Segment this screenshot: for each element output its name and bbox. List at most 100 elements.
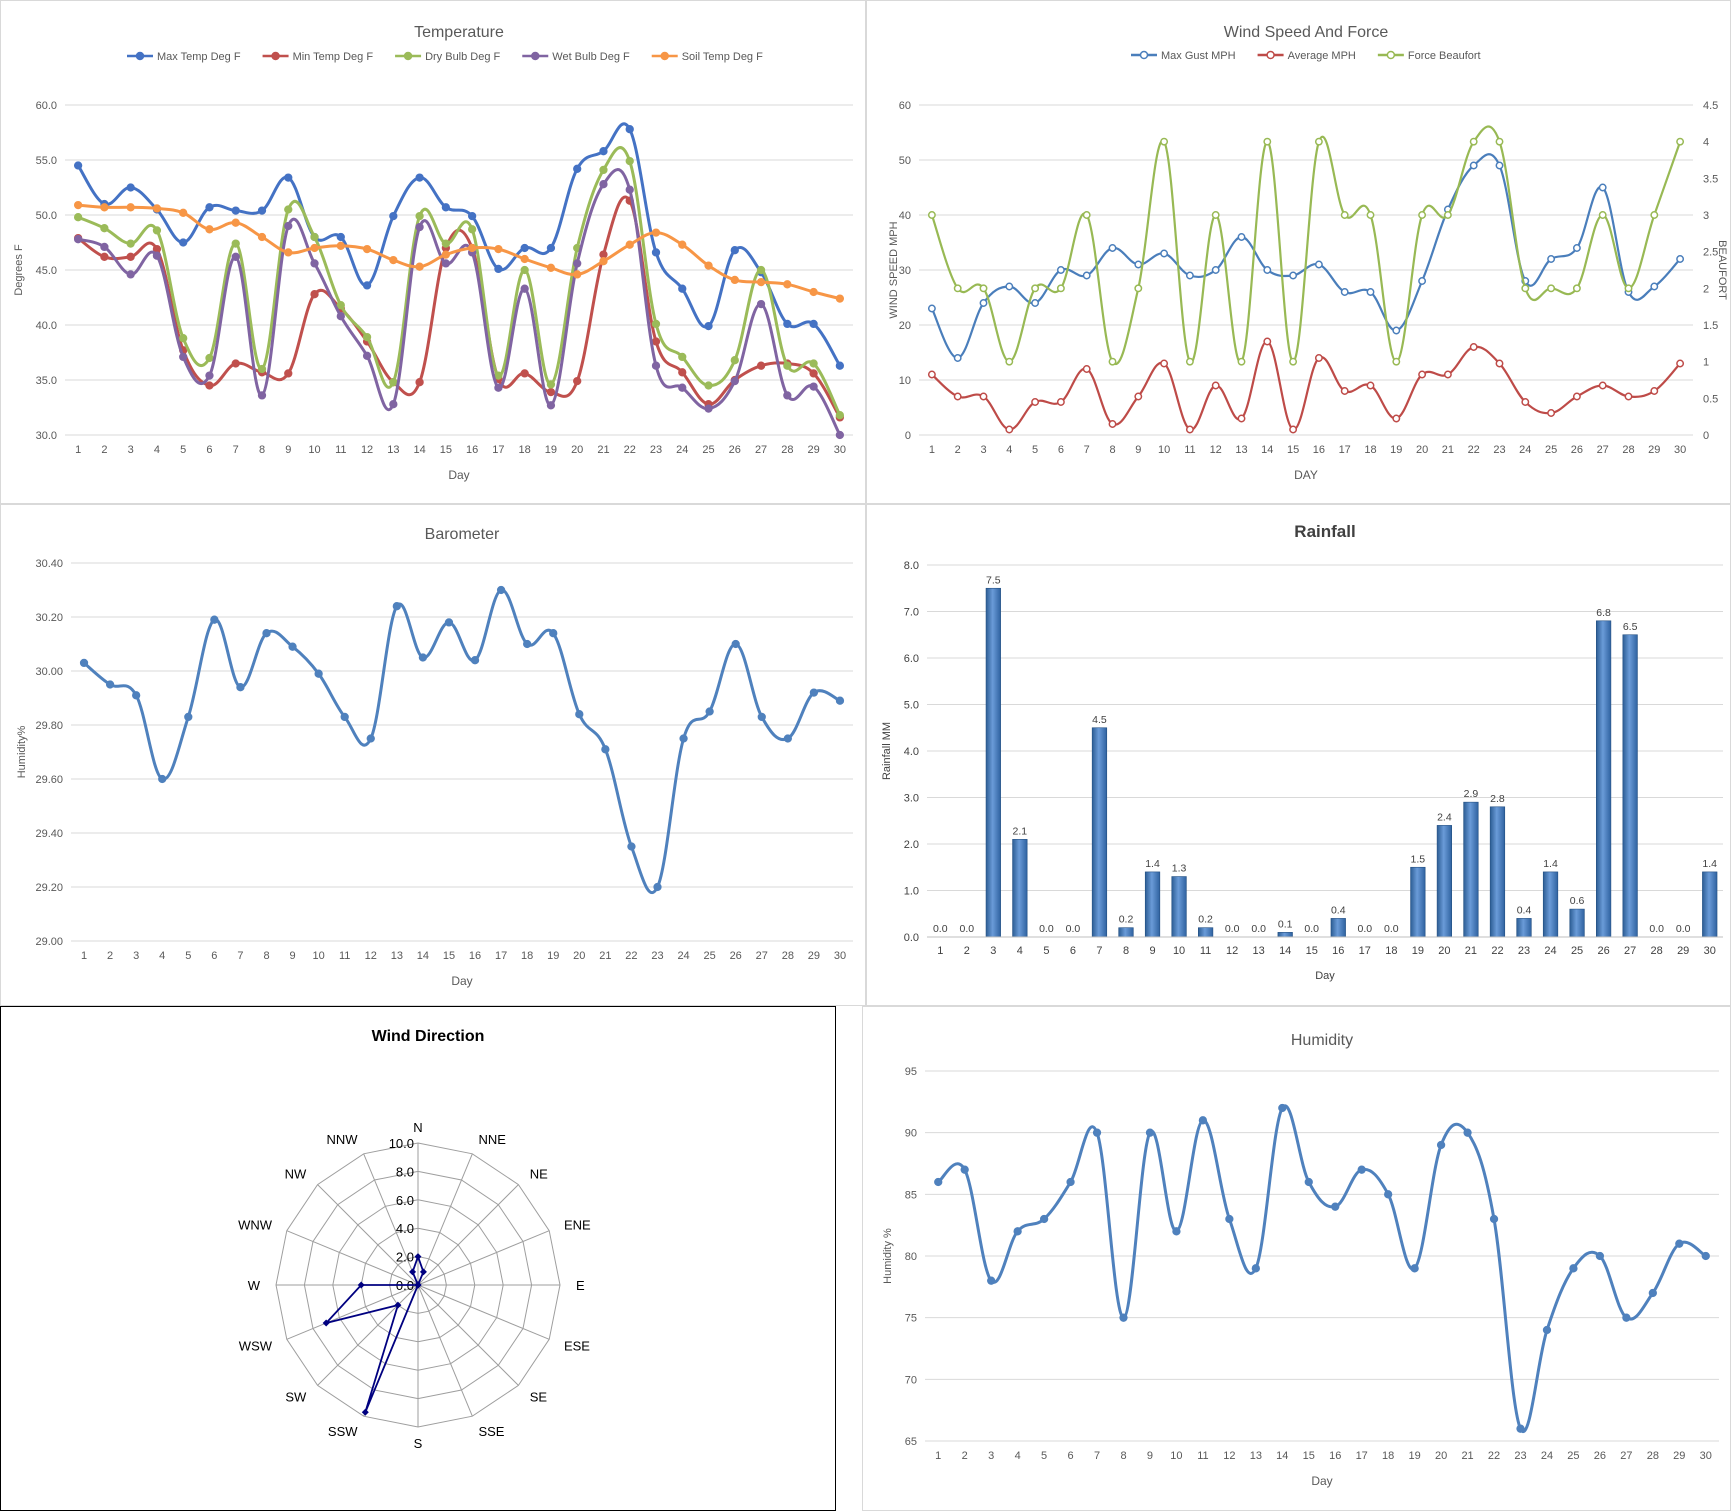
data-point (1676, 359, 1685, 368)
data-point (1160, 137, 1169, 146)
data-point (520, 254, 529, 264)
data-point (231, 359, 240, 368)
x-tick-label: 5 (185, 950, 191, 962)
data-point (678, 383, 687, 392)
radar-spoke (417, 1184, 519, 1286)
legend-label: Average MPH (1288, 50, 1356, 62)
data-point (678, 284, 687, 293)
data-point (599, 180, 608, 189)
data-point (362, 332, 372, 342)
bar (1489, 806, 1506, 938)
data-point (415, 262, 424, 271)
x-tick-label: 24 (677, 950, 689, 962)
data-point (1547, 409, 1556, 417)
y2-tick-label: 1.5 (1703, 320, 1718, 332)
x-tick-label: 24 (676, 444, 688, 456)
legend-marker (135, 51, 145, 61)
data-point (705, 707, 714, 716)
x-tick-label: 18 (1385, 945, 1397, 957)
chart-title: Wind Direction (372, 1028, 485, 1045)
data-point (625, 240, 634, 249)
radial-tick-label: 6.0 (396, 1193, 414, 1208)
data-point (1145, 1128, 1155, 1137)
y-tick-label: 7.0 (904, 607, 919, 619)
data-point (415, 173, 424, 182)
x-axis-label: Day (448, 468, 469, 482)
data-point (467, 211, 477, 221)
data-point (953, 284, 962, 293)
data-point (1598, 211, 1607, 219)
chart-title: Humidity (1291, 1032, 1353, 1049)
x-tick-label: 30 (834, 950, 846, 962)
data-point (1516, 1424, 1525, 1433)
data-point (1237, 357, 1246, 366)
wind-speed-chart: Wind Speed And Force 0 10 20 30 40 50 60 0 0.5 1 1.… (888, 24, 1728, 482)
data-point (599, 257, 608, 266)
data-point (1082, 365, 1091, 373)
direction-label: S (414, 1436, 423, 1451)
x-tick-label: 5 (180, 444, 186, 456)
data-point (205, 371, 214, 380)
data-point (1314, 260, 1323, 269)
data-point (231, 239, 240, 248)
data-point (1340, 387, 1349, 395)
y-tick-label: 95 (905, 1066, 917, 1078)
x-tick-label: 1 (937, 945, 943, 957)
x-tick-label: 6 (1058, 444, 1064, 456)
data-point (1443, 211, 1452, 219)
y-axis-label: Degrees F (13, 244, 25, 296)
x-tick-label: 21 (1461, 1450, 1473, 1462)
x-tick-label: 28 (781, 444, 793, 456)
data-point (415, 222, 424, 232)
x-tick-label: 15 (1306, 945, 1318, 957)
data-point (783, 361, 792, 370)
data-point (126, 270, 135, 279)
x-tick-label: 15 (440, 444, 452, 456)
data-point (1542, 1325, 1552, 1335)
y-axis-label: Humidity% (16, 726, 28, 779)
y2-tick-label: 3 (1703, 210, 1709, 222)
x-tick-label: 28 (1647, 1450, 1659, 1462)
data-point (783, 280, 792, 289)
y2-tick-label: 2 (1703, 283, 1709, 295)
data-point (1108, 244, 1117, 252)
radar-spoke (417, 1284, 519, 1386)
data-point (601, 745, 610, 754)
temperature-chart-panel: Temperature 30.0 35.0 40.0 45.0 50.0 55.0 60.0 1… (0, 0, 866, 504)
x-tick-label: 25 (1567, 1450, 1579, 1462)
data-point (210, 615, 219, 624)
x-tick-label: 22 (1491, 945, 1503, 957)
data-point (362, 244, 372, 254)
data-point (1289, 271, 1298, 280)
data-point (1675, 1239, 1684, 1248)
y-axis-label: Humidity % (882, 1228, 894, 1284)
data-point (1572, 284, 1581, 293)
x-tick-label: 2 (964, 945, 970, 957)
data-label: 0.1 (1278, 918, 1293, 930)
data-label: 6.8 (1596, 607, 1611, 619)
x-tick-label: 3 (980, 444, 986, 456)
data-point (1701, 1251, 1710, 1261)
data-point (1108, 357, 1117, 366)
data-point (731, 639, 740, 649)
x-tick-label: 27 (1620, 1450, 1632, 1462)
data-point (284, 369, 293, 378)
y-tick-label: 8.0 (904, 560, 919, 572)
x-tick-label: 12 (1223, 1450, 1235, 1462)
data-point (1622, 1313, 1631, 1322)
x-tick-label: 7 (233, 444, 239, 456)
data-label: 2.9 (1464, 788, 1479, 800)
data-point (494, 371, 503, 380)
x-tick-label: 14 (413, 444, 425, 456)
direction-label: NNW (326, 1132, 358, 1147)
x-tick-label: 14 (1276, 1450, 1288, 1462)
x-tick-label: 5 (1041, 1450, 1047, 1462)
data-point (73, 213, 83, 222)
y-tick-label: 2.0 (904, 839, 919, 851)
x-tick-label: 20 (573, 950, 585, 962)
data-point (494, 383, 503, 392)
radial-tick-label: 2.0 (396, 1250, 414, 1265)
series-line (930, 125, 1682, 365)
data-point (1357, 1165, 1366, 1174)
x-tick-label: 15 (443, 950, 455, 962)
